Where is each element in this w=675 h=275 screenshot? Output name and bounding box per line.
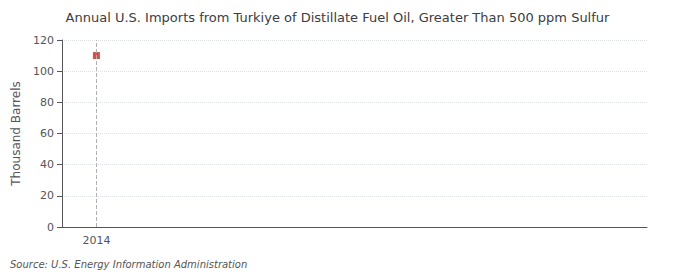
svg-text:80: 80 [40, 96, 54, 109]
svg-text:2014: 2014 [82, 234, 110, 247]
svg-text:120: 120 [33, 34, 54, 47]
svg-text:0: 0 [47, 221, 54, 234]
svg-text:60: 60 [40, 127, 54, 140]
svg-text:100: 100 [33, 65, 54, 78]
svg-text:Annual U.S. Imports from Turki: Annual U.S. Imports from Turkiye of Dist… [66, 10, 610, 25]
svg-text:40: 40 [40, 158, 54, 171]
svg-text:20: 20 [40, 189, 54, 202]
svg-text:Source: U.S. Energy Informatio: Source: U.S. Energy Information Administ… [10, 259, 247, 270]
svg-text:Thousand Barrels: Thousand Barrels [9, 81, 23, 186]
